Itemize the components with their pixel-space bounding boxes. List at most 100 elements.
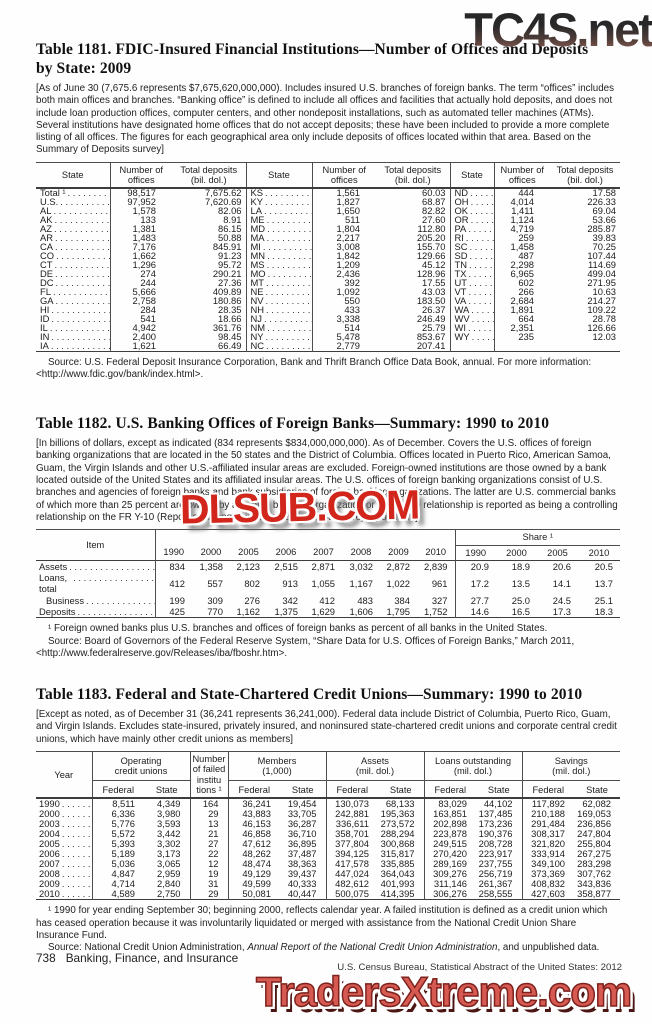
label-wrap: SD. . . . . . . . . . . . . . . . . . . … — [454, 250, 494, 262]
dot-leader: . . . . . . . . . . . . . . . . . . . . … — [470, 189, 494, 199]
deposits-cell: 66.49 — [218, 339, 242, 351]
value-cell: 5,036 — [91, 859, 144, 870]
share-year-header: 1990 — [454, 545, 496, 561]
label-text: WV — [454, 312, 470, 324]
offices-cell: 1,650 — [311, 206, 376, 217]
table-1182-note: [In billions of dollars, except as indic… — [36, 438, 618, 523]
value-cell: 283,298 — [577, 858, 612, 870]
year-cell: 2010. . . . . . . . . . . . . . . . . . … — [36, 889, 92, 900]
page-footer: 738 Banking, Finance, and Insurance — [36, 951, 238, 965]
year-row: 2006. . . . . . . . . . . . . . . . . . … — [36, 849, 620, 860]
offices-cell: 6,965 — [493, 269, 550, 279]
dot-leader: . . . . . . . . . . . . . . . . . . . . … — [61, 869, 92, 880]
value-cell: 1,795 — [386, 605, 410, 617]
dot-leader: . . . . . . . . . . . . . . . . . . . . … — [465, 234, 494, 244]
value-cell: 557 — [207, 577, 223, 589]
deposits-cell: 112.80 — [417, 223, 446, 235]
state-row: GA. . . . . . . . . . . . . . . . . . . … — [36, 294, 620, 306]
label-text: WI — [454, 321, 466, 333]
page-number: 738 — [36, 951, 56, 965]
value-cell: 3,302 — [157, 838, 181, 850]
label-wrap: ME. . . . . . . . . . . . . . . . . . . … — [251, 215, 312, 225]
value-cell: 425 — [154, 605, 192, 618]
value-cell: 255,804 — [577, 838, 612, 850]
label-wrap: CA. . . . . . . . . . . . . . . . . . . … — [40, 242, 110, 252]
value-cell: 247,804 — [577, 828, 612, 840]
offices-cell: 97,952 — [109, 197, 172, 208]
value-cell: 327 — [431, 594, 448, 606]
value-cell: 36,895 — [287, 838, 317, 850]
deposits-cell: 69.04 — [592, 205, 616, 217]
state-cell: MA. . . . . . . . . . . . . . . . . . . … — [245, 233, 312, 244]
value-cell: 43,883 — [227, 809, 280, 820]
share-cell: 16.5 — [511, 605, 530, 617]
dot-leader: . . . . . . . . . . . . . . . . . . . . … — [265, 287, 312, 297]
deposits-cell: 107.44 — [587, 250, 616, 262]
deposits-cell: 12.03 — [592, 330, 616, 342]
value-cell: 2,871 — [311, 560, 335, 572]
year-header: 2010 — [425, 547, 447, 558]
label-text: 1990 — [39, 798, 60, 810]
dot-leader: . . . . . . . . . . . . . . . . . . . . … — [265, 332, 312, 342]
label-text: Total ¹ — [40, 187, 66, 199]
offices-cell: 1,842 — [311, 251, 376, 261]
value-cell: 202,898 — [423, 819, 477, 830]
year-row: 2007. . . . . . . . . . . . . . . . . . … — [36, 858, 620, 870]
dot-leader: . . . . . . . . . . . . . . . . . . . . … — [56, 252, 109, 261]
offices-cell: 1,124 — [493, 215, 550, 226]
state-cell: KY. . . . . . . . . . . . . . . . . . . … — [245, 197, 312, 208]
state-cell: WA. . . . . . . . . . . . . . . . . . . … — [449, 305, 494, 315]
label-wrap: MD. . . . . . . . . . . . . . . . . . . … — [251, 224, 312, 234]
label-text: NV — [250, 294, 264, 306]
value-cell: 249,515 — [423, 839, 477, 850]
label-text: 2009 — [39, 878, 60, 890]
label-text: CT — [40, 259, 53, 270]
label-text: FL — [40, 285, 51, 297]
deposits-cell: 128.96 — [416, 267, 446, 279]
state-cell: PA. . . . . . . . . . . . . . . . . . . … — [449, 224, 494, 235]
value-cell: 117,892 — [521, 798, 575, 810]
value-cell: 394,125 — [325, 849, 378, 860]
deposits-cell: 129.66 — [416, 250, 446, 262]
state-cell: HI. . . . . . . . . . . . . . . . . . . … — [36, 305, 110, 315]
offices-cell: 4,719 — [493, 224, 550, 235]
deposits-cell: 28.78 — [592, 312, 616, 324]
offices-cell: 274 — [109, 269, 172, 279]
table-1182-header: Item Share ¹ 1990 2000 2005 2006 2007 2008 200… — [36, 529, 620, 561]
state-cell: VA. . . . . . . . . . . . . . . . . . . … — [449, 294, 494, 306]
label-text: VA — [454, 294, 467, 306]
dot-leader: . . . . . . . . . . . . . . . . . . . . … — [53, 207, 109, 217]
label-wrap: NJ. . . . . . . . . . . . . . . . . . . … — [251, 314, 312, 324]
label-text: VT — [454, 285, 467, 297]
dot-leader: . . . . . . . . . . . . . . . . . . . . … — [469, 243, 494, 253]
label-wrap: TN. . . . . . . . . . . . . . . . . . . … — [455, 260, 494, 270]
year-row: 2005. . . . . . . . . . . . . . . . . . … — [36, 838, 620, 850]
dot-leader: . . . . . . . . . . . . . . . . . . . . … — [55, 269, 110, 279]
share-year-header: 2000 — [506, 547, 527, 558]
dot-leader: . . . . . . . . . . . . . . . . . . . . … — [267, 252, 312, 261]
label-text: 2000 — [39, 808, 60, 820]
value-cell: 343,836 — [577, 878, 612, 890]
value-cell: 288,294 — [380, 828, 415, 840]
state-row: IL. . . . . . . . . . . . . . . . . . . … — [36, 321, 620, 333]
value-cell: 483 — [357, 594, 373, 606]
year-cell: 2008. . . . . . . . . . . . . . . . . . … — [36, 869, 92, 879]
deposits-cell: 7,675.62 — [205, 187, 242, 199]
label-wrap: AR. . . . . . . . . . . . . . . . . . . … — [40, 233, 110, 243]
state-cell: UT. . . . . . . . . . . . . . . . . . . … — [449, 278, 494, 288]
col-header-offices: Number of offices — [109, 162, 172, 189]
col-header-assets: Assets (mil. dol.) — [325, 751, 425, 781]
label-text: MN — [250, 250, 266, 262]
deposits-cell: 207.41 — [416, 339, 446, 351]
offices-cell: 2,684 — [493, 296, 550, 306]
label-text: SD — [454, 250, 468, 262]
state-cell: GA. . . . . . . . . . . . . . . . . . . … — [36, 296, 110, 306]
offices-cell: 444 — [493, 188, 550, 199]
dot-leader: . . . . . . . . . . . . . . . . . . . . … — [266, 305, 311, 315]
subcol-state: State — [487, 784, 510, 795]
state-cell: DE. . . . . . . . . . . . . . . . . . . … — [36, 269, 110, 279]
year-header: 2007 — [313, 547, 334, 558]
dot-leader: . . . . . . . . . . . . . . . . . . . . … — [470, 207, 494, 217]
dot-leader: . . . . . . . . . . . . . . . . . . . . … — [469, 252, 494, 261]
dot-leader: . . . . . . . . . . . . . . . . . . . . … — [49, 323, 110, 333]
